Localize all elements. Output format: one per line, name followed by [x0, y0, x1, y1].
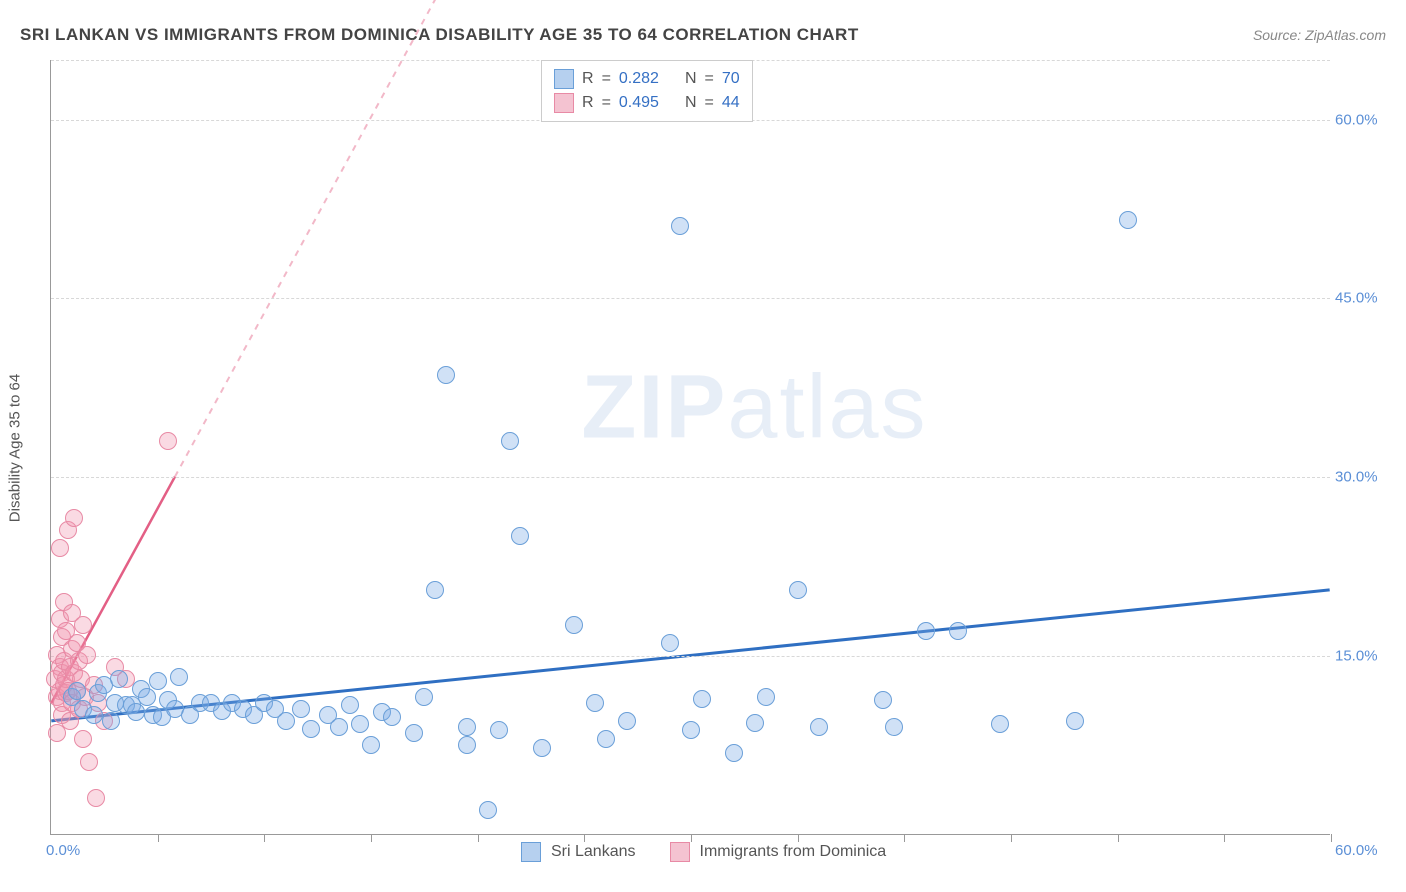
data-point: [277, 712, 295, 730]
data-point: [170, 668, 188, 686]
x-tick: [1118, 834, 1119, 842]
data-point: [949, 622, 967, 640]
grid-line: [51, 477, 1330, 478]
data-point: [1066, 712, 1084, 730]
data-point: [479, 801, 497, 819]
data-point: [597, 730, 615, 748]
data-point: [437, 366, 455, 384]
y-tick-label: 15.0%: [1335, 648, 1385, 665]
trend-line-dash: [175, 0, 584, 477]
data-point: [917, 622, 935, 640]
data-point: [810, 718, 828, 736]
y-axis-label: Disability Age 35 to 64: [7, 373, 24, 521]
legend-top-row-1: R = 0.495 N = 44: [554, 91, 740, 115]
grid-line: [51, 656, 1330, 657]
x-tick: [584, 834, 585, 842]
data-point: [110, 670, 128, 688]
data-point: [405, 724, 423, 742]
x-tick: [1011, 834, 1012, 842]
plot-area: ZIPatlas R = 0.282 N = 70 R = 0.495 N: [50, 60, 1330, 835]
chart-title: SRI LANKAN VS IMMIGRANTS FROM DOMINICA D…: [20, 25, 859, 45]
data-point: [501, 432, 519, 450]
data-point: [426, 581, 444, 599]
legend-top: R = 0.282 N = 70 R = 0.495 N = 44: [541, 60, 753, 122]
trend-lines-svg: [51, 60, 1330, 834]
data-point: [661, 634, 679, 652]
data-point: [991, 715, 1009, 733]
data-point: [292, 700, 310, 718]
grid-line: [51, 298, 1330, 299]
data-point: [362, 736, 380, 754]
data-point: [757, 688, 775, 706]
data-point: [618, 712, 636, 730]
legend-bottom-swatch-dominica: [670, 842, 690, 862]
y-tick-label: 45.0%: [1335, 290, 1385, 307]
data-point: [511, 527, 529, 545]
watermark: ZIPatlas: [581, 357, 927, 460]
y-tick-label: 60.0%: [1335, 111, 1385, 128]
data-point: [490, 721, 508, 739]
data-point: [725, 744, 743, 762]
x-tick: [1224, 834, 1225, 842]
data-point: [65, 509, 83, 527]
data-point: [682, 721, 700, 739]
source-label: Source: ZipAtlas.com: [1253, 27, 1386, 43]
plot-container: Disability Age 35 to 64 ZIPatlas R = 0.2…: [50, 60, 1390, 835]
legend-bottom-label-0: Sri Lankans: [551, 843, 636, 861]
legend-bottom-label-1: Immigrants from Dominica: [700, 843, 887, 861]
data-point: [87, 789, 105, 807]
data-point: [586, 694, 604, 712]
data-point: [458, 736, 476, 754]
legend-bottom-swatch-sri-lankans: [521, 842, 541, 862]
x-tick: [264, 834, 265, 842]
x-tick: [904, 834, 905, 842]
legend-bottom: Sri Lankans Immigrants from Dominica: [521, 842, 886, 862]
x-axis-min-label: 0.0%: [46, 842, 80, 859]
chart-header: SRI LANKAN VS IMMIGRANTS FROM DOMINICA D…: [20, 20, 1386, 50]
data-point: [302, 720, 320, 738]
x-tick: [478, 834, 479, 842]
data-point: [68, 682, 86, 700]
data-point: [127, 703, 145, 721]
data-point: [159, 432, 177, 450]
data-point: [415, 688, 433, 706]
data-point: [693, 690, 711, 708]
data-point: [74, 730, 92, 748]
data-point: [351, 715, 369, 733]
data-point: [74, 616, 92, 634]
legend-top-row-0: R = 0.282 N = 70: [554, 67, 740, 91]
data-point: [565, 616, 583, 634]
data-point: [102, 712, 120, 730]
data-point: [533, 739, 551, 757]
data-point: [671, 217, 689, 235]
data-point: [458, 718, 476, 736]
data-point: [885, 718, 903, 736]
data-point: [341, 696, 359, 714]
x-tick: [1331, 834, 1332, 842]
data-point: [383, 708, 401, 726]
x-tick: [691, 834, 692, 842]
data-point: [874, 691, 892, 709]
y-tick-label: 30.0%: [1335, 469, 1385, 486]
x-tick: [371, 834, 372, 842]
data-point: [51, 539, 69, 557]
data-point: [85, 706, 103, 724]
data-point: [149, 672, 167, 690]
legend-swatch-sri-lankans: [554, 69, 574, 89]
x-tick: [158, 834, 159, 842]
data-point: [789, 581, 807, 599]
data-point: [80, 753, 98, 771]
data-point: [330, 718, 348, 736]
data-point: [138, 688, 156, 706]
legend-swatch-dominica: [554, 93, 574, 113]
x-axis-max-label: 60.0%: [1335, 842, 1385, 859]
data-point: [78, 646, 96, 664]
data-point: [746, 714, 764, 732]
data-point: [1119, 211, 1137, 229]
x-tick: [798, 834, 799, 842]
